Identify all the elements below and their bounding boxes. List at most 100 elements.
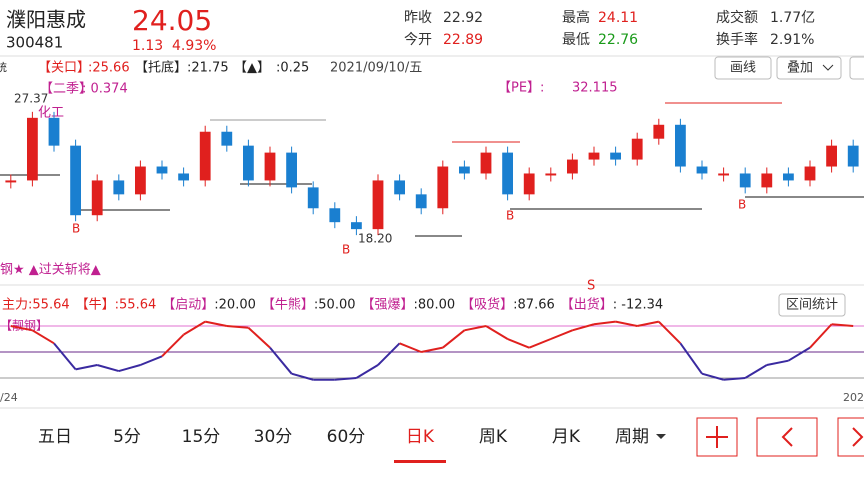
tab[interactable]: 30分 <box>254 427 293 447</box>
osc-segment <box>291 372 314 381</box>
candle <box>610 152 621 160</box>
change: 1.13 <box>132 38 163 54</box>
osc-segment <box>10 325 33 332</box>
button[interactable] <box>714 56 772 80</box>
candle <box>221 131 233 146</box>
toolbar-label: 【关口】 <box>38 61 90 76</box>
candle <box>631 138 643 160</box>
label: 【PE】: <box>498 81 544 96</box>
candle <box>415 194 427 209</box>
date-label: /24 <box>0 391 18 404</box>
candle <box>351 222 362 230</box>
osc-segment <box>507 338 530 349</box>
candle <box>394 180 405 195</box>
stat-value: 1.77亿 <box>770 10 815 26</box>
prev-icon <box>781 427 793 447</box>
tab[interactable]: 周K <box>479 427 508 447</box>
osc-segment <box>615 320 638 327</box>
tab[interactable]: 月K <box>552 427 581 447</box>
toolbar-value: :21.75 <box>187 61 229 76</box>
candle <box>675 124 686 167</box>
tab[interactable]: 60分 <box>327 427 366 447</box>
tab[interactable]: 五日 <box>38 427 72 447</box>
candle <box>567 159 578 174</box>
osc-segment <box>399 342 422 353</box>
button-label[interactable]: 叠加 <box>787 61 813 76</box>
prev-button[interactable] <box>756 417 818 457</box>
candle <box>372 180 384 230</box>
candle <box>847 145 859 167</box>
tab[interactable]: 周期 <box>615 427 649 447</box>
dropdown-icon <box>656 434 666 439</box>
button-label[interactable]: 画线 <box>730 61 756 76</box>
osc-segment <box>809 323 833 349</box>
osc-segment <box>528 338 552 349</box>
stat-label: 最高 <box>562 9 590 26</box>
indicator-value: :50.00 <box>314 298 356 313</box>
tab[interactable]: 15分 <box>182 427 221 447</box>
tab-indicator <box>394 460 446 463</box>
button[interactable] <box>776 56 842 80</box>
candle <box>5 180 17 183</box>
indicator-value: :55.64 <box>28 298 70 313</box>
indicator-value: :55.64 <box>115 298 157 313</box>
toolbar-label: 【托底】 <box>135 60 187 76</box>
candle <box>437 166 449 209</box>
osc-segment <box>744 364 768 379</box>
dropdown-icon <box>822 64 834 71</box>
sell-mark: S <box>587 279 595 294</box>
button[interactable] <box>778 293 846 317</box>
osc-segment <box>787 346 811 362</box>
osc-segment <box>355 364 379 379</box>
buy-mark: B <box>72 222 80 236</box>
osc-segment <box>377 342 401 366</box>
candle <box>113 180 125 195</box>
candle <box>480 152 492 174</box>
signal-text: 钢★ ▲过关斩将▲ <box>0 263 101 278</box>
next-icon <box>852 427 864 447</box>
indicator-value: :80.00 <box>414 298 456 313</box>
osc-segment <box>550 329 573 340</box>
date: 2021/09/10/五 <box>330 61 422 76</box>
main-chart: 【二季】 : 0.374 【PE】: 32.115 27.37 化工 18.20… <box>0 81 864 257</box>
indicator-label: 【出货】 <box>561 297 613 313</box>
candle <box>545 173 557 176</box>
indicator-label: 【牛】 <box>76 298 115 313</box>
button-label[interactable]: 区间统计 <box>786 298 838 313</box>
osc-segment <box>442 329 466 349</box>
candle <box>826 145 837 167</box>
tab[interactable]: 日K <box>406 427 435 447</box>
price: 24.05 <box>132 4 212 37</box>
osc-segment <box>658 320 682 345</box>
button[interactable] <box>849 56 864 80</box>
stock-code: 300481 <box>6 34 63 52</box>
candle <box>264 152 276 181</box>
candle <box>70 145 81 216</box>
candle <box>718 173 729 176</box>
osc-segment <box>161 333 185 358</box>
candle <box>243 145 254 181</box>
indicator-label: 【吸货】 <box>461 297 513 313</box>
osc-segment <box>572 323 595 332</box>
osc-segment <box>637 320 659 327</box>
toolbar-value: :0.25 <box>276 61 309 76</box>
candle <box>199 131 211 181</box>
stat-value: 22.92 <box>443 10 483 26</box>
candle <box>307 187 319 209</box>
osc-segment <box>334 377 357 381</box>
candle <box>739 173 751 188</box>
tab[interactable]: 5分 <box>113 427 141 447</box>
indicator-label: 主力 <box>2 298 28 313</box>
osc-segment <box>183 320 206 336</box>
label: 27.37 <box>14 92 48 106</box>
label: 18.20 <box>358 232 392 246</box>
candle <box>761 173 773 188</box>
change-pct: 4.93% <box>172 38 216 54</box>
stat-label: 昨收 <box>404 10 432 26</box>
candle <box>286 152 297 188</box>
candle <box>178 173 189 181</box>
next-button[interactable] <box>837 417 864 457</box>
tab-bar: 五日 5分 15分 30分 60分 日K 周K 月K 周期 <box>38 427 666 463</box>
